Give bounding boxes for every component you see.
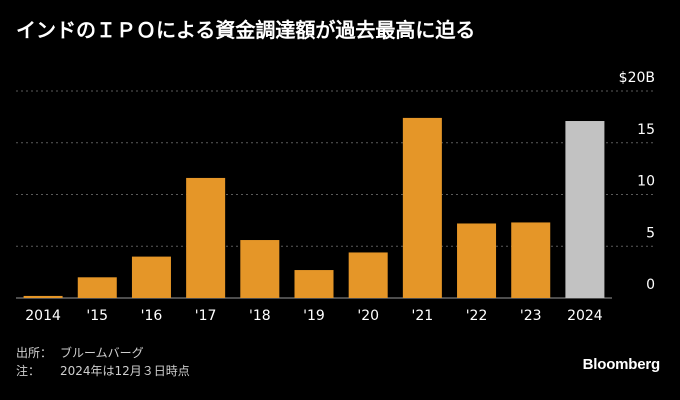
y-tick-label: 0: [646, 277, 655, 293]
bar: [77, 277, 117, 298]
y-tick-label: 15: [637, 122, 655, 138]
x-tick-label: 2024: [567, 308, 603, 324]
x-tick-label: '20: [357, 308, 379, 324]
y-tick-label: 10: [637, 174, 655, 190]
source-value: ブルームバーグ: [60, 346, 144, 360]
x-tick-label: 2014: [25, 308, 61, 324]
note-key: 注：: [16, 364, 41, 378]
chart-title: インドのＩＰＯによる資金調達額が過去最高に迫る: [16, 18, 476, 42]
x-tick-label: '17: [195, 308, 217, 324]
bar: [240, 240, 280, 298]
bar: [457, 223, 497, 298]
x-tick-label: '21: [412, 308, 434, 324]
x-tick-label: '16: [141, 308, 163, 324]
y-tick-labels: 0 5 10 15 $20B: [619, 70, 655, 293]
y-tick-label: $20B: [619, 70, 655, 86]
bar: [23, 295, 63, 298]
gridlines: [16, 90, 655, 299]
x-tick-label: '19: [303, 308, 325, 324]
bar: [348, 252, 388, 298]
bar: [565, 121, 605, 298]
x-tick-labels: 2014 '15 '16 '17 '18 '19 '20 '21 '22 '23 2024: [25, 308, 603, 324]
x-tick-label: '18: [249, 308, 271, 324]
note-value: 2024年は12月３日時点: [60, 364, 190, 378]
x-tick-label: '15: [86, 308, 108, 324]
chart-footer: 出所： ブルームバーグ 注： 2024年は12月３日時点: [16, 344, 190, 380]
bars: [23, 117, 605, 298]
x-tick-label: '23: [520, 308, 542, 324]
bar: [186, 177, 226, 298]
bloomberg-logo: Bloomberg: [582, 356, 661, 373]
note-line: 注： 2024年は12月３日時点: [16, 362, 190, 380]
x-tick-label: '22: [466, 308, 488, 324]
bar: [402, 117, 442, 298]
bar: [294, 270, 334, 298]
bar: [511, 222, 551, 298]
source-line: 出所： ブルームバーグ: [16, 344, 190, 362]
bar-chart: 0 5 10 15 $20B 2014 '15 '16 '17 '18 '19 '20 '21 '22 '…: [16, 70, 655, 324]
bar: [131, 256, 171, 298]
source-key: 出所：: [16, 346, 53, 360]
y-tick-label: 5: [646, 225, 655, 241]
